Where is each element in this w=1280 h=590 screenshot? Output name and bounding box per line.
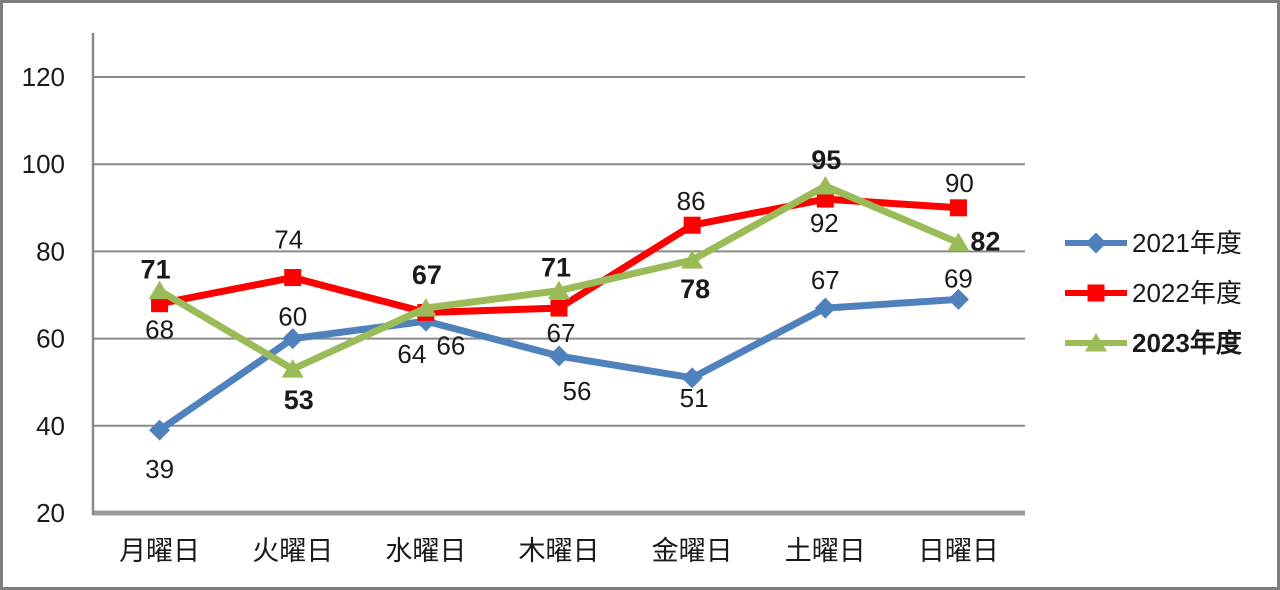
data-point-label: 69 bbox=[944, 263, 973, 293]
data-point-marker bbox=[548, 280, 570, 300]
data-point-marker bbox=[814, 297, 836, 319]
y-axis-tick-label: 40 bbox=[36, 411, 65, 441]
x-axis-category-label: 火曜日 bbox=[252, 536, 333, 566]
legend-item-2023: 2023年度 bbox=[1062, 318, 1242, 368]
data-point-marker bbox=[548, 345, 570, 367]
legend-item-2021: 2021年度 bbox=[1062, 218, 1242, 268]
data-point-label: 64 bbox=[397, 339, 426, 369]
data-point-marker bbox=[816, 190, 834, 208]
x-axis-category-label: 木曜日 bbox=[519, 536, 600, 566]
data-point-label: 71 bbox=[541, 253, 571, 283]
data-point-label: 53 bbox=[284, 385, 314, 415]
legend-marker-sample bbox=[1085, 333, 1107, 352]
data-point-label: 67 bbox=[412, 260, 442, 290]
data-point-label: 56 bbox=[563, 376, 592, 406]
data-point-marker bbox=[148, 280, 171, 300]
data-point-marker bbox=[947, 232, 970, 252]
y-axis-tick-label: 120 bbox=[22, 62, 65, 92]
data-point-label: 90 bbox=[945, 168, 974, 198]
x-axis-category-label: 水曜日 bbox=[385, 536, 466, 566]
legend-marker-sample bbox=[1085, 232, 1107, 254]
y-axis-tick-label: 20 bbox=[36, 498, 65, 528]
data-point-label: 71 bbox=[141, 255, 171, 285]
data-point-label: 68 bbox=[145, 315, 174, 345]
data-point-label: 92 bbox=[810, 208, 839, 238]
data-point-marker bbox=[282, 328, 304, 350]
data-point-label: 66 bbox=[436, 330, 465, 360]
data-point-label: 82 bbox=[970, 227, 1000, 257]
legend-triangle-icon bbox=[1065, 333, 1127, 352]
legend-label-2022: 2022年度 bbox=[1132, 278, 1242, 308]
y-axis-tick-label: 80 bbox=[36, 236, 65, 266]
data-point-marker bbox=[681, 250, 704, 269]
line-chart-canvas: 20 40 60 80 100 120 月曜日 火曜日 水曜日 木曜日 金曜日 土曜日 日曜日 39 60 6… bbox=[22, 33, 1025, 566]
data-point-marker bbox=[681, 367, 703, 389]
data-point-marker bbox=[814, 176, 837, 195]
data-point-marker bbox=[683, 216, 701, 234]
legend-item-2022: 2022年度 bbox=[1062, 268, 1242, 318]
data-point-marker bbox=[149, 419, 171, 441]
data-point-marker bbox=[414, 298, 437, 317]
data-point-label: 67 bbox=[547, 318, 576, 348]
data-point-label: 51 bbox=[680, 383, 709, 413]
data-point-marker bbox=[947, 288, 969, 310]
legend-label-2021: 2021年度 bbox=[1132, 228, 1242, 258]
legend-square-icon bbox=[1065, 284, 1127, 302]
data-point-label: 78 bbox=[680, 274, 710, 304]
data-point-marker bbox=[281, 359, 304, 378]
data-point-label: 95 bbox=[811, 145, 841, 175]
data-point-label: 39 bbox=[145, 454, 174, 484]
data-point-marker bbox=[949, 199, 967, 217]
x-axis-category-label: 月曜日 bbox=[119, 536, 200, 566]
data-point-marker bbox=[284, 269, 302, 287]
data-point-label: 74 bbox=[274, 225, 303, 255]
data-point-marker bbox=[151, 295, 169, 313]
legend-label-2023: 2023年度 bbox=[1132, 328, 1242, 358]
data-point-label: 67 bbox=[811, 265, 840, 295]
y-axis-tick-label: 100 bbox=[22, 149, 65, 179]
x-axis-category-label: 金曜日 bbox=[652, 536, 733, 566]
chart-legend: 2021年度 2022年度 2023年度 bbox=[1062, 218, 1242, 368]
legend-diamond-icon bbox=[1065, 232, 1127, 254]
x-axis-category-label: 土曜日 bbox=[785, 536, 866, 566]
y-axis-tick-label: 60 bbox=[36, 324, 65, 354]
data-point-marker bbox=[550, 299, 568, 317]
data-point-label: 86 bbox=[677, 186, 706, 216]
data-point-label: 60 bbox=[278, 302, 307, 332]
legend-marker-sample bbox=[1087, 284, 1105, 302]
x-axis-category-label: 日曜日 bbox=[918, 536, 999, 566]
